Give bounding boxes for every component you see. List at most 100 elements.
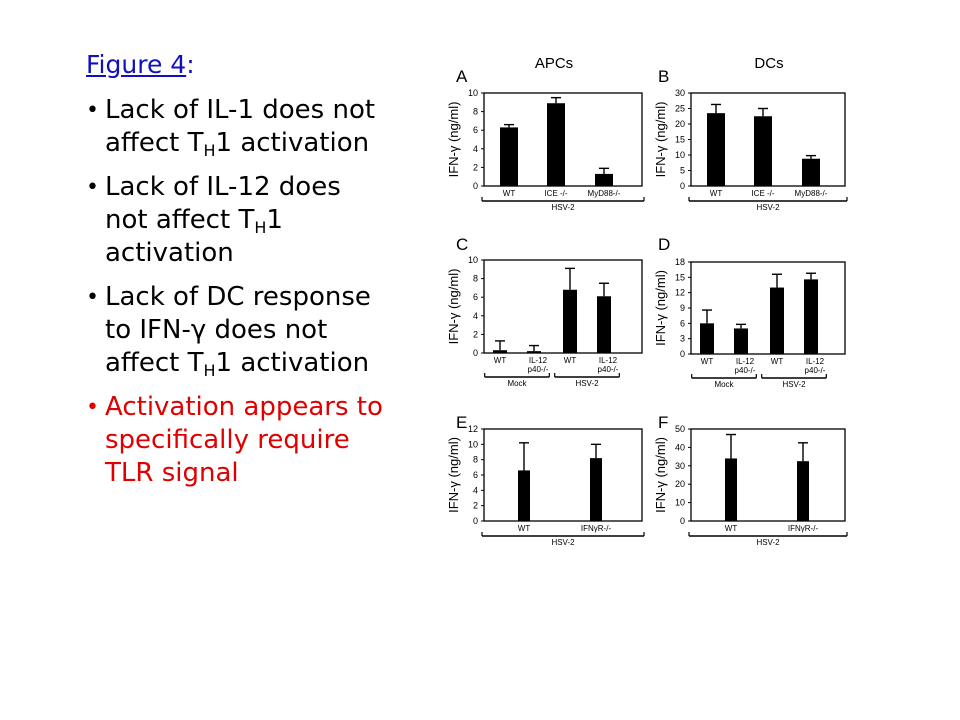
group-label: HSV-2 bbox=[551, 203, 575, 212]
group-label: Mock bbox=[507, 379, 527, 388]
bullet-text-end: 1 activation bbox=[215, 348, 370, 378]
y-tick-label: 18 bbox=[675, 257, 685, 267]
bar bbox=[527, 351, 541, 353]
bar bbox=[518, 470, 530, 521]
group-label: HSV-2 bbox=[551, 538, 575, 547]
y-tick-label: 40 bbox=[675, 442, 685, 452]
bullet-text-end: 1 activation bbox=[105, 205, 283, 268]
figure-title: Figure 4: bbox=[86, 50, 386, 80]
figure-panels: APCs DCs A 0 2 4 6 8 10 IFN-γ (ng/ml) WT ICE -/- M… bbox=[420, 40, 890, 620]
bullet-item: Activation appears to specifically requi… bbox=[86, 391, 386, 490]
group-label: HSV-2 bbox=[782, 380, 806, 389]
y-tick-label: 30 bbox=[675, 461, 685, 471]
y-tick-label: 12 bbox=[675, 288, 685, 298]
category-label: IFNγR-/- bbox=[581, 524, 612, 533]
panel-label-D: D bbox=[658, 235, 670, 254]
column-header-apcs: APCs bbox=[535, 55, 573, 72]
column-header-dcs: DCs bbox=[754, 55, 783, 72]
y-tick-label: 6 bbox=[473, 470, 478, 480]
bullet-text: Lack of IL-12 does not affect T bbox=[105, 172, 341, 235]
category-label: WT bbox=[710, 189, 723, 198]
group-label: HSV-2 bbox=[756, 203, 780, 212]
bullet-text: Lack of DC response to IFN-γ does not af… bbox=[105, 282, 371, 378]
y-tick-label: 15 bbox=[675, 272, 685, 282]
category-label: WT bbox=[725, 524, 738, 533]
slide-text: Figure 4: Lack of IL-1 does not affect T… bbox=[86, 50, 386, 501]
category-label: IL-12 bbox=[736, 357, 755, 366]
panel-frame bbox=[690, 261, 846, 355]
y-axis-label: IFN-γ (ng/ml) bbox=[446, 102, 461, 178]
category-label-line2: p40-/- bbox=[598, 365, 619, 374]
bar bbox=[734, 328, 748, 354]
y-tick-label: 10 bbox=[675, 150, 685, 160]
category-label-line2: p40-/- bbox=[735, 366, 756, 375]
category-label: WT bbox=[564, 356, 577, 365]
y-axis-label: IFN-γ (ng/ml) bbox=[446, 437, 461, 513]
y-axis-label: IFN-γ (ng/ml) bbox=[446, 269, 461, 345]
bar bbox=[590, 458, 602, 521]
figure-link[interactable]: Figure 4 bbox=[86, 50, 187, 79]
bar bbox=[700, 323, 714, 354]
category-label: WT bbox=[503, 189, 516, 198]
category-label: WT bbox=[518, 524, 531, 533]
bullet-item: Lack of IL-12 does not affect TH1 activa… bbox=[86, 171, 386, 270]
y-tick-label: 50 bbox=[675, 424, 685, 434]
y-tick-label: 10 bbox=[468, 255, 478, 265]
bar bbox=[547, 103, 565, 186]
y-tick-label: 5 bbox=[680, 166, 685, 176]
y-tick-label: 10 bbox=[468, 439, 478, 449]
panel-frame bbox=[483, 428, 643, 522]
y-tick-label: 6 bbox=[680, 318, 685, 328]
y-tick-label: 3 bbox=[680, 334, 685, 344]
figure-svg: APCs DCs A 0 2 4 6 8 10 IFN-γ (ng/ml) WT ICE -/- M… bbox=[446, 55, 848, 547]
bullet-subscript: H bbox=[254, 218, 267, 237]
bullet-subscript: H bbox=[203, 361, 216, 380]
bar bbox=[493, 350, 507, 353]
y-tick-label: 8 bbox=[473, 455, 478, 465]
y-tick-label: 12 bbox=[468, 424, 478, 434]
y-tick-label: 4 bbox=[473, 485, 478, 495]
y-tick-label: 2 bbox=[473, 329, 478, 339]
y-axis-label: IFN-γ (ng/ml) bbox=[653, 102, 668, 178]
panel-label-C: C bbox=[456, 235, 468, 254]
panel-frame bbox=[690, 428, 846, 522]
y-tick-label: 20 bbox=[675, 119, 685, 129]
y-tick-label: 2 bbox=[473, 501, 478, 511]
bar bbox=[770, 287, 784, 354]
category-label: IL-12 bbox=[806, 357, 825, 366]
group-label: Mock bbox=[714, 380, 734, 389]
y-tick-label: 0 bbox=[680, 516, 685, 526]
group-label: HSV-2 bbox=[756, 538, 780, 547]
y-tick-label: 0 bbox=[680, 181, 685, 191]
y-tick-label: 9 bbox=[680, 303, 685, 313]
bullet-item: Lack of IL-1 does not affect TH1 activat… bbox=[86, 94, 386, 160]
y-axis-label: IFN-γ (ng/ml) bbox=[653, 437, 668, 513]
category-label: MyD88-/- bbox=[588, 189, 621, 198]
y-tick-label: 25 bbox=[675, 104, 685, 114]
y-tick-label: 30 bbox=[675, 88, 685, 98]
bar bbox=[707, 113, 725, 186]
bar bbox=[597, 296, 611, 353]
category-label: IL-12 bbox=[529, 356, 548, 365]
bar bbox=[500, 127, 518, 186]
category-label-line2: p40-/- bbox=[528, 365, 549, 374]
category-label: MyD88-/- bbox=[795, 189, 828, 198]
bullet-item: Lack of DC response to IFN-γ does not af… bbox=[86, 281, 386, 380]
y-tick-label: 8 bbox=[473, 107, 478, 117]
bar bbox=[725, 458, 737, 521]
bar bbox=[804, 279, 818, 354]
category-label: WT bbox=[771, 357, 784, 366]
y-tick-label: 0 bbox=[473, 181, 478, 191]
panel-label-F: F bbox=[658, 413, 668, 432]
bullet-text: Activation appears to specifically requi… bbox=[105, 392, 383, 488]
bar bbox=[595, 173, 613, 186]
y-tick-label: 15 bbox=[675, 135, 685, 145]
y-tick-label: 10 bbox=[675, 498, 685, 508]
category-label: IFNγR-/- bbox=[788, 524, 819, 533]
category-label: WT bbox=[701, 357, 714, 366]
category-label: IL-12 bbox=[599, 356, 618, 365]
y-tick-label: 0 bbox=[473, 516, 478, 526]
category-label-line2: p40-/- bbox=[805, 366, 826, 375]
y-tick-label: 10 bbox=[468, 88, 478, 98]
bullet-text-end: 1 activation bbox=[215, 128, 370, 158]
